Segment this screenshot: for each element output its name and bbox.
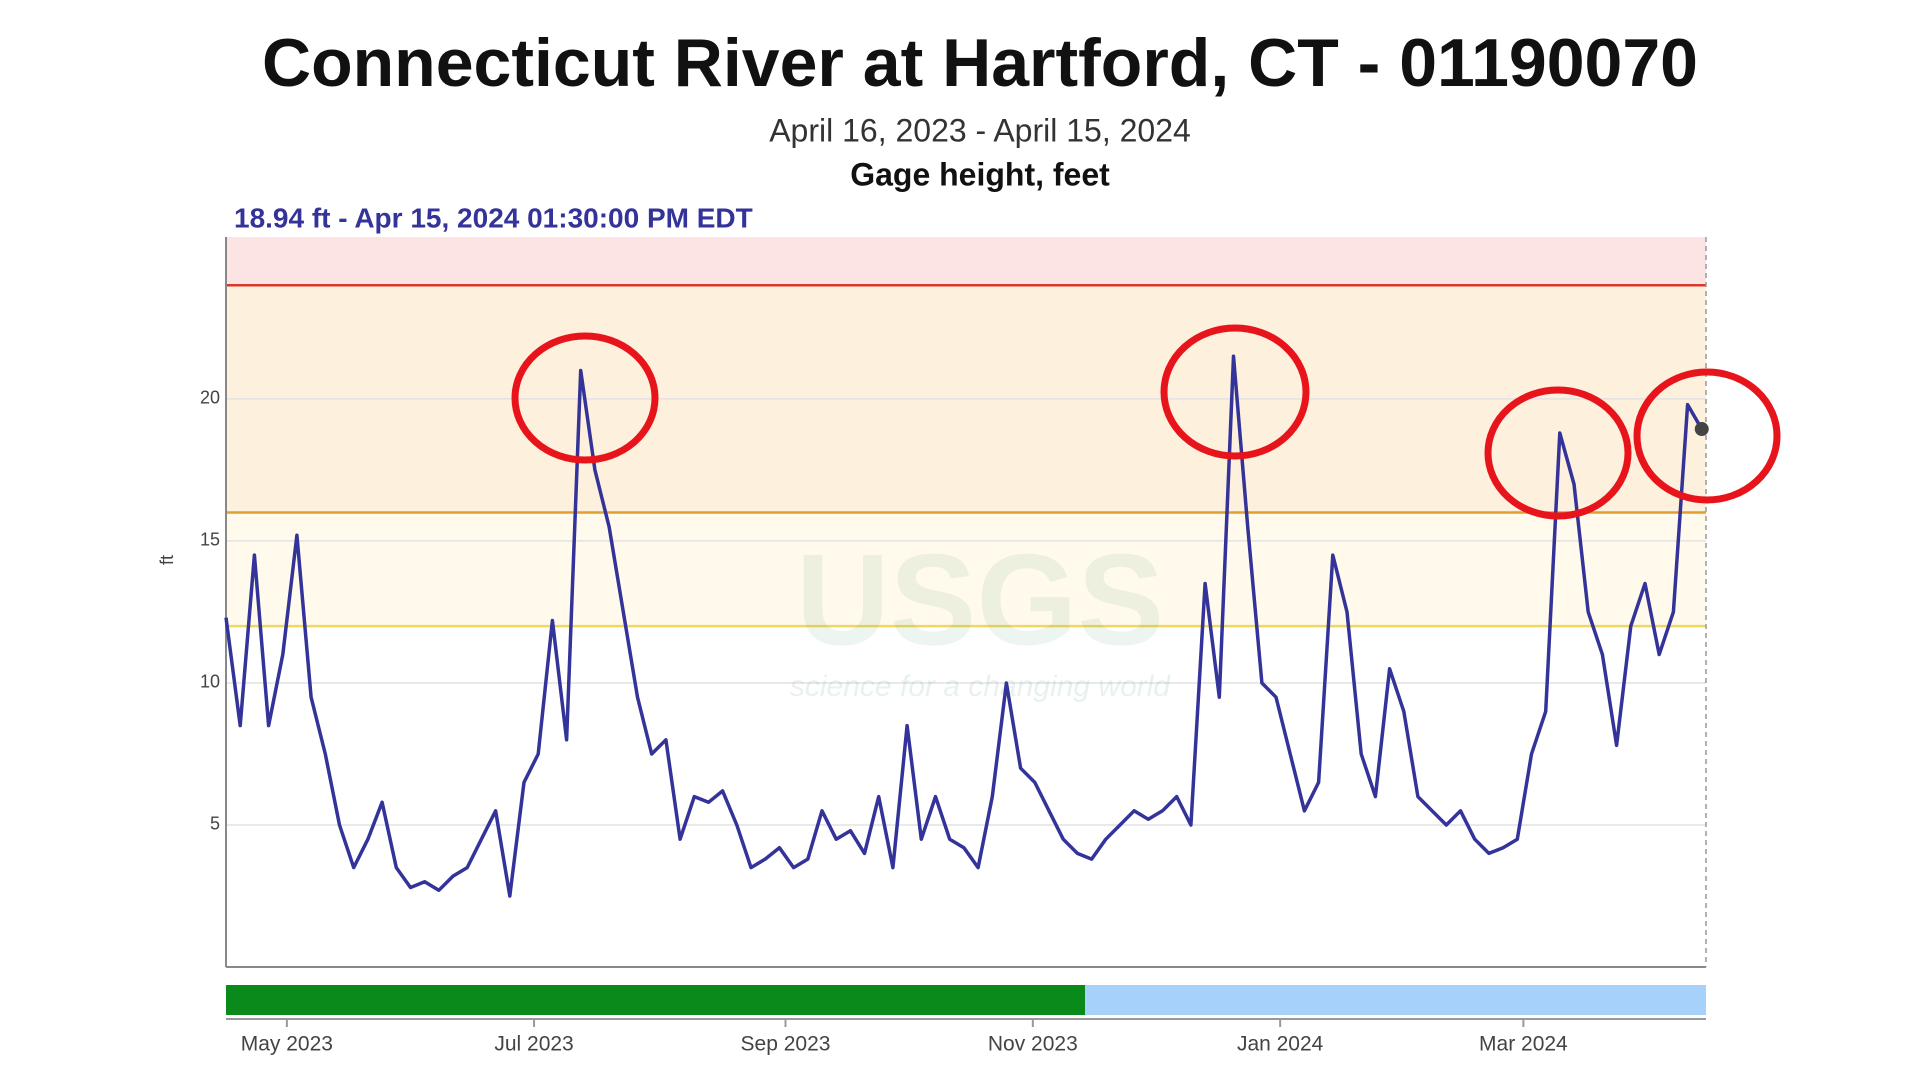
highlight-circle [511, 332, 659, 464]
x-tick-label: Jan 2024 [1237, 1033, 1324, 1056]
y-tick-label: 10 [200, 672, 220, 692]
threshold-band [226, 237, 1706, 286]
highlight-circle [1633, 368, 1781, 504]
plot-area: 5 10 15 20 May 2023 Jul 2023 Sep 2023 Nov 2023 J… [200, 237, 1709, 1056]
watermark: USGS [796, 526, 1164, 672]
y-tick-label: 15 [200, 530, 220, 550]
highlight-circles [511, 324, 1781, 520]
x-tick-label: May 2023 [241, 1033, 333, 1056]
current-value-dot [1694, 422, 1709, 437]
highlight-circle [1484, 386, 1632, 520]
approved-data-bar [226, 985, 1085, 1015]
parameter-label: Gage height, feet [850, 156, 1110, 192]
x-tick-label: Sep 2023 [741, 1033, 831, 1056]
y-tick-label: 5 [210, 814, 220, 834]
provisional-data-bar [1085, 985, 1706, 1015]
x-tick-label: Jul 2023 [494, 1033, 573, 1056]
y-axis-label: ft [157, 555, 177, 565]
highlight-circle [1160, 324, 1310, 460]
current-value-annotation: 18.94 ft - Apr 15, 2024 01:30:00 PM EDT [234, 202, 753, 233]
threshold-band [226, 512, 1706, 627]
chart-title: Connecticut River at Hartford, CT - 0119… [262, 25, 1698, 101]
x-tick-label: Nov 2023 [988, 1033, 1078, 1056]
gage-height-line [224, 354, 1704, 898]
y-tick-label: 20 [200, 388, 220, 408]
x-tick-label: Mar 2024 [1479, 1033, 1568, 1056]
watermark-tagline: science for a changing world [790, 670, 1172, 703]
chart-subtitle: April 16, 2023 - April 15, 2024 [769, 112, 1191, 148]
